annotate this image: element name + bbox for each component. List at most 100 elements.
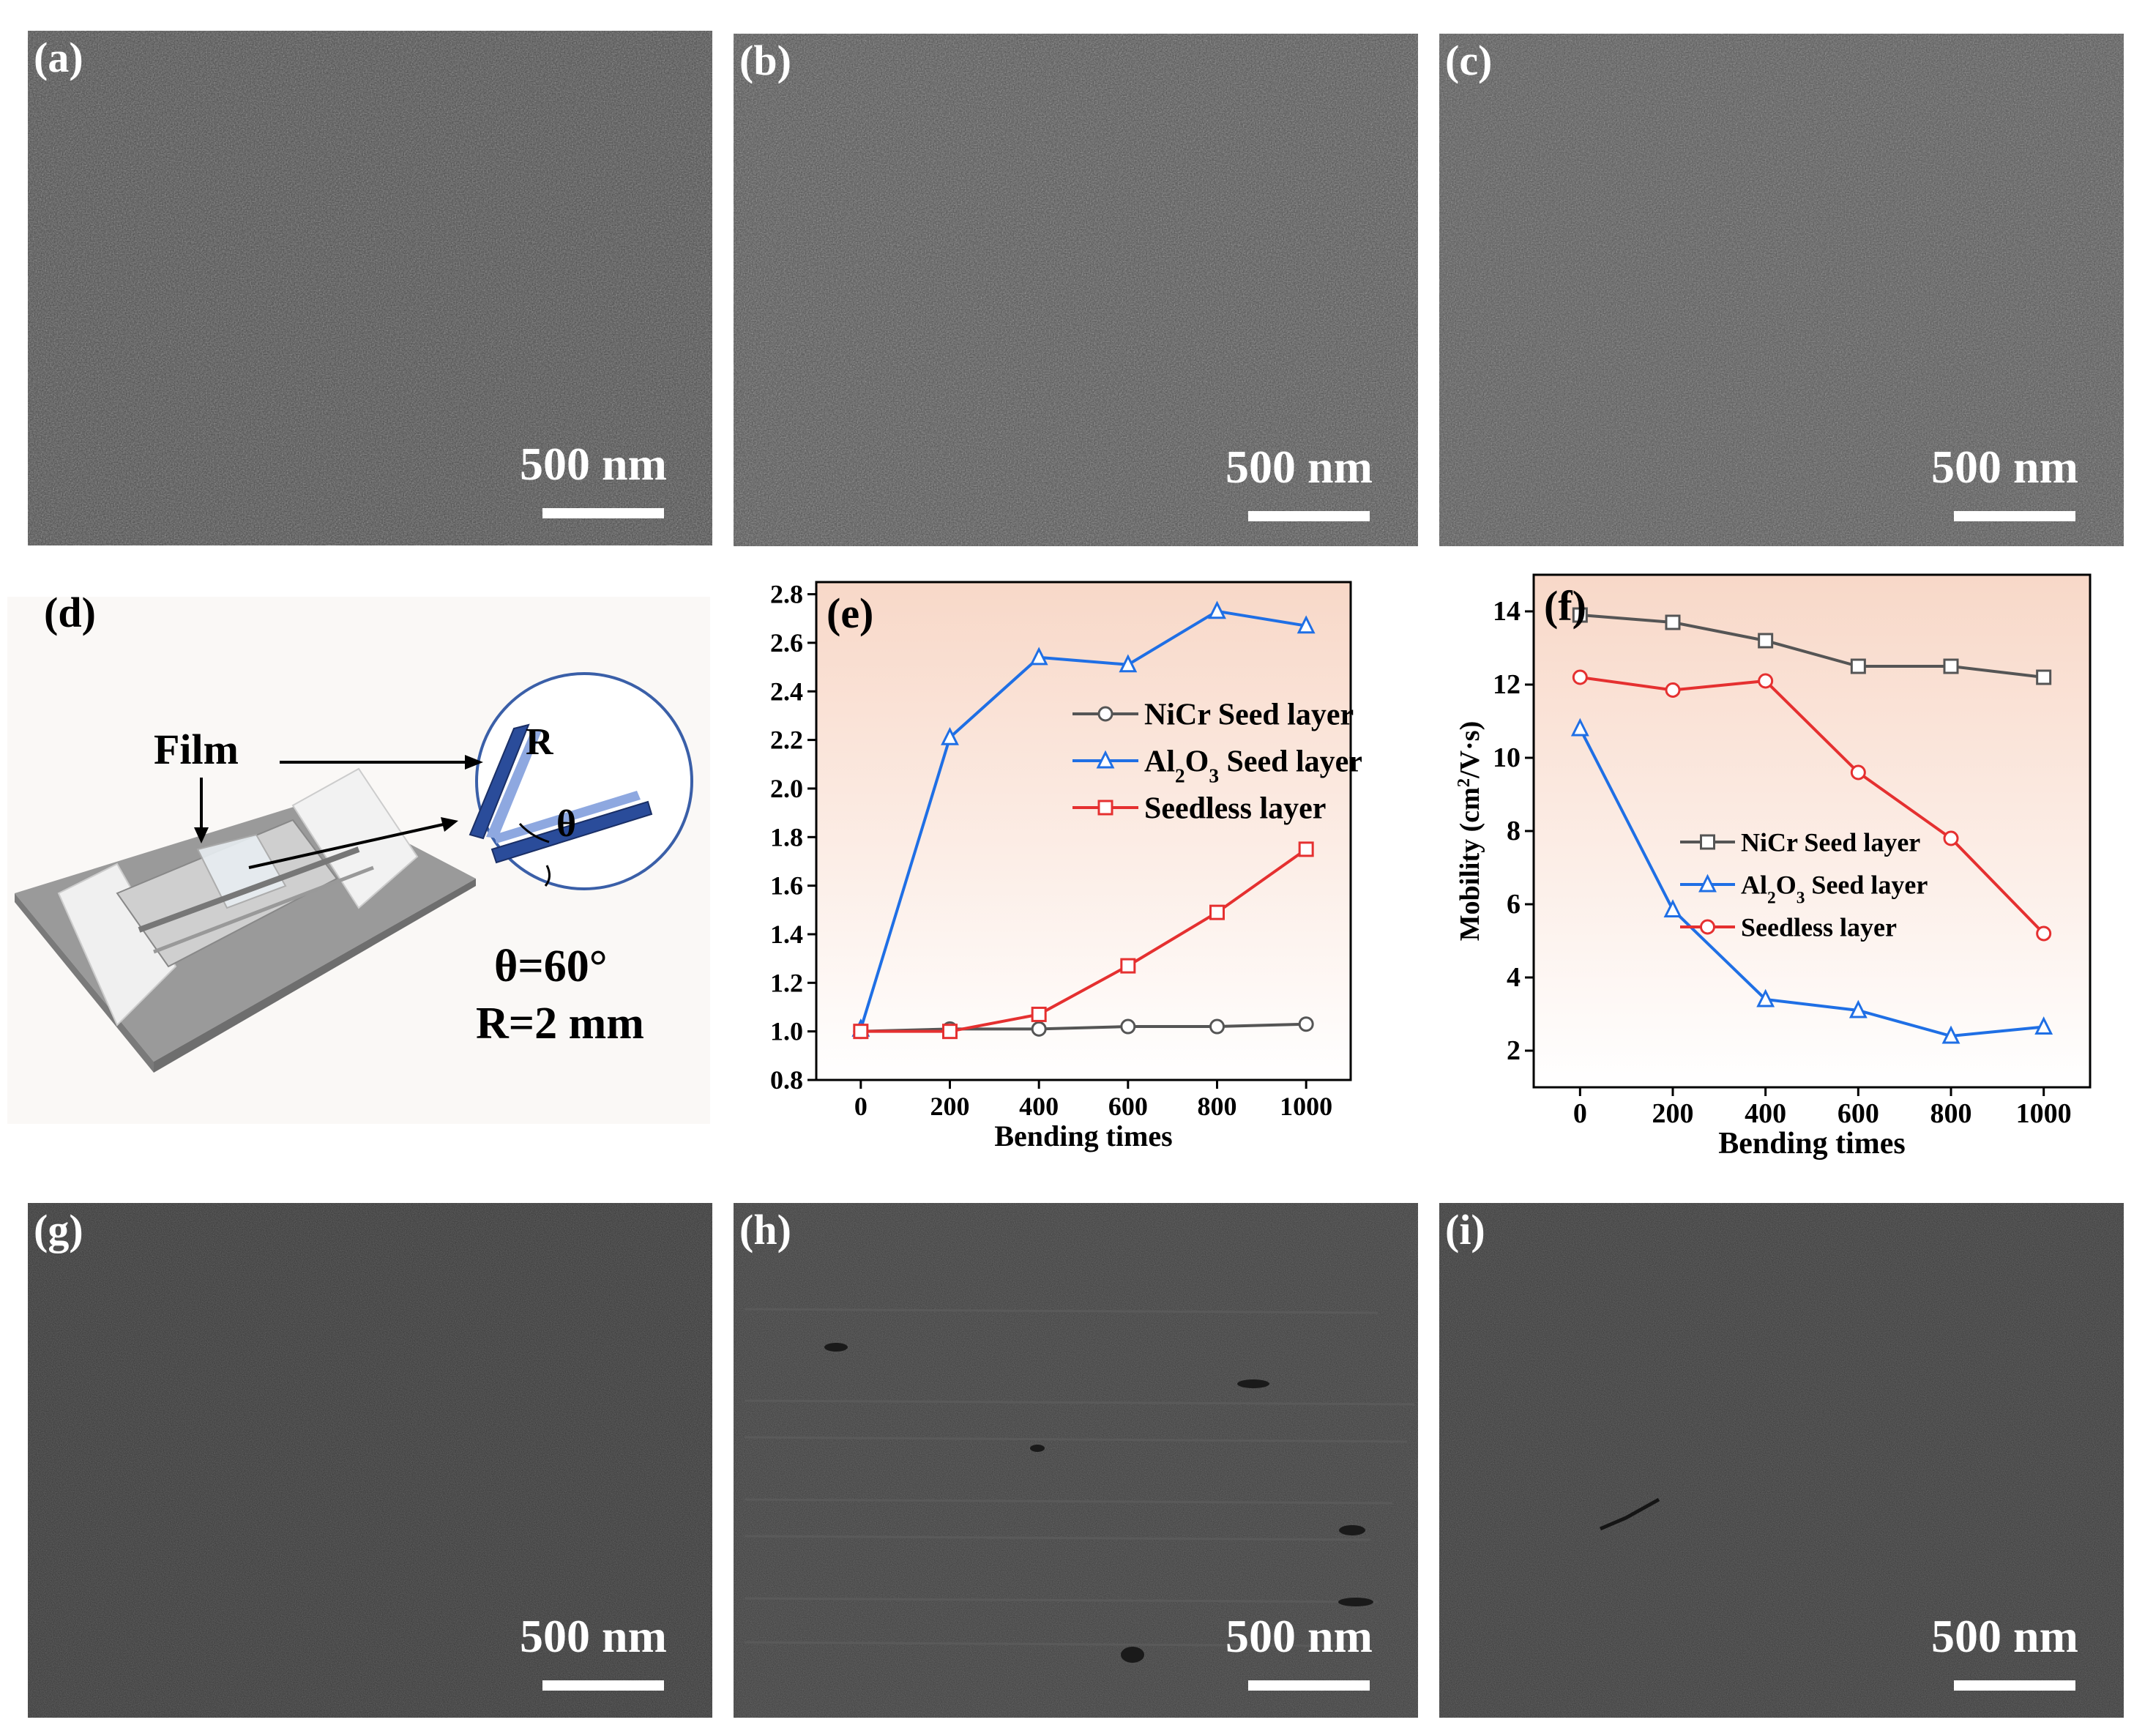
data-point bbox=[1208, 600, 1226, 619]
data-point bbox=[942, 1024, 958, 1040]
film-label: Film bbox=[154, 726, 239, 773]
series-line bbox=[860, 848, 1307, 1033]
data-point bbox=[1850, 764, 1866, 781]
plot-frame bbox=[1532, 573, 2092, 1089]
data-point bbox=[1758, 673, 1774, 689]
sem-image-i bbox=[1439, 1203, 2124, 1718]
data-point bbox=[1119, 654, 1138, 673]
y-tick-label: 12 bbox=[1493, 669, 1521, 700]
sem-image-g bbox=[28, 1203, 712, 1718]
legend-marker bbox=[1097, 800, 1113, 816]
y-tick-label: 1.6 bbox=[770, 871, 803, 901]
data-point bbox=[1209, 1018, 1225, 1035]
data-point bbox=[1572, 607, 1588, 623]
data-point bbox=[1848, 999, 1868, 1018]
y-tick-label: 8 bbox=[1507, 816, 1521, 846]
data-point bbox=[2034, 1016, 2053, 1035]
y-tick-label: 2 bbox=[1507, 1035, 1521, 1066]
data-point bbox=[1570, 718, 1589, 737]
x-tick-label: 1000 bbox=[2016, 1098, 2072, 1129]
series-1 bbox=[1570, 718, 2053, 1044]
panel-label-h: (h) bbox=[739, 1206, 791, 1253]
data-point bbox=[1758, 633, 1774, 649]
data-point bbox=[1665, 682, 1681, 698]
legend-marker bbox=[1698, 873, 1717, 893]
data-point bbox=[1943, 658, 1959, 674]
series-0 bbox=[1572, 607, 2052, 685]
data-point bbox=[1298, 1016, 1314, 1032]
panel-label-i: (i) bbox=[1445, 1206, 1485, 1253]
y-tick-label: 2.0 bbox=[770, 774, 803, 803]
data-point bbox=[1298, 841, 1314, 857]
x-tick-label: 400 bbox=[1019, 1092, 1059, 1121]
sem-panel-i: (i) 500 nm bbox=[1439, 1203, 2124, 1718]
x-tick-label: 400 bbox=[1745, 1098, 1786, 1129]
x-tick-label: 800 bbox=[1930, 1098, 1972, 1129]
chart-f: 0 200 400 600 800 1000 2 4 6 8 10 12 14 Bending times… bbox=[1454, 573, 2092, 1161]
legend-marker bbox=[1700, 834, 1715, 850]
data-point bbox=[2036, 925, 2052, 942]
legend-label: Seedless layer bbox=[1741, 913, 1897, 942]
data-point bbox=[1031, 1006, 1047, 1022]
sem-panel-g: (g) 500 nm bbox=[28, 1203, 712, 1718]
angle-value-text: θ=60° bbox=[494, 942, 608, 991]
legend-marker bbox=[1097, 706, 1113, 722]
legend-label: Seedless layer bbox=[1144, 792, 1326, 826]
scale-bar-h bbox=[1248, 1680, 1370, 1691]
radius-value-text: R=2 mm bbox=[476, 999, 644, 1048]
legend-label: NiCr Seed layer bbox=[1741, 828, 1920, 857]
series-line bbox=[859, 609, 1307, 1029]
panel-label-c: (c) bbox=[1445, 37, 1493, 84]
bending-apparatus-illustration: Film R θ θ=60° R=2 mm bbox=[7, 597, 710, 1124]
series-2 bbox=[1572, 669, 2052, 942]
y-tick-label: 1.2 bbox=[770, 968, 803, 997]
y-tick-label: 1.4 bbox=[770, 920, 803, 949]
data-point bbox=[1031, 1021, 1047, 1037]
scale-bar-i bbox=[1954, 1680, 2075, 1691]
series-line bbox=[860, 1022, 1307, 1033]
panel-label-f: (f) bbox=[1544, 582, 1586, 630]
scale-bar-label-g: 500 nm bbox=[520, 1610, 667, 1662]
x-tick-label: 200 bbox=[1652, 1098, 1694, 1129]
x-tick-label: 600 bbox=[1838, 1098, 1879, 1129]
data-point bbox=[1943, 830, 1959, 846]
y-tick-label: 14 bbox=[1493, 596, 1521, 627]
data-point bbox=[1120, 1018, 1136, 1035]
data-point bbox=[1850, 658, 1866, 674]
sem-panel-c: (c) 500 nm bbox=[1439, 34, 2124, 546]
axes: 0 200 400 600 800 1000 2 4 6 8 10 12 14 bbox=[1493, 596, 2072, 1129]
sem-panel-a: (a) 500 nm bbox=[28, 31, 712, 545]
data-point bbox=[853, 1024, 869, 1040]
data-point bbox=[1665, 614, 1681, 630]
plot-frame bbox=[815, 581, 1352, 1081]
x-tick-label: 0 bbox=[854, 1092, 868, 1121]
scale-bar-label-h: 500 nm bbox=[1225, 1610, 1373, 1662]
data-point bbox=[1572, 669, 1588, 685]
x-tick-label: 800 bbox=[1198, 1092, 1237, 1121]
data-point bbox=[1663, 899, 1682, 917]
plot-area bbox=[1534, 575, 2090, 1087]
y-tick-label: 4 bbox=[1507, 962, 1521, 993]
data-point bbox=[1297, 615, 1316, 634]
y-tick-label: 10 bbox=[1493, 742, 1521, 773]
apparatus-panel-d: Film R θ θ=60° R=2 mm (d) bbox=[7, 586, 710, 1128]
legend-marker bbox=[1096, 750, 1115, 769]
sem-image-a bbox=[28, 31, 712, 545]
scale-bar-c bbox=[1954, 511, 2075, 521]
sem-image-c bbox=[1439, 34, 2124, 546]
scale-bar-b bbox=[1248, 511, 1370, 521]
panel-label-b: (b) bbox=[739, 37, 791, 84]
y-tick-label: 0.8 bbox=[770, 1065, 803, 1095]
x-axis-label: Bending times bbox=[994, 1120, 1172, 1152]
y-tick-label: 2.8 bbox=[770, 580, 803, 609]
y-tick-label: 6 bbox=[1507, 889, 1521, 920]
sem-panel-h: (h) 500 nm bbox=[734, 1203, 1418, 1718]
radius-symbol: R bbox=[526, 721, 554, 763]
x-tick-label: 1000 bbox=[1280, 1092, 1332, 1121]
scale-bar-label-a: 500 nm bbox=[520, 438, 667, 490]
y-tick-label: 2.4 bbox=[770, 677, 803, 706]
chart-e: 0 200 400 600 800 1000 0.8 1.0 1.2 1.4 1.6 1.8 2.0 2.… bbox=[770, 580, 1362, 1152]
data-point bbox=[2036, 669, 2052, 685]
y-tick-label: 1.0 bbox=[770, 1017, 803, 1046]
x-tick-label: 200 bbox=[930, 1092, 970, 1121]
